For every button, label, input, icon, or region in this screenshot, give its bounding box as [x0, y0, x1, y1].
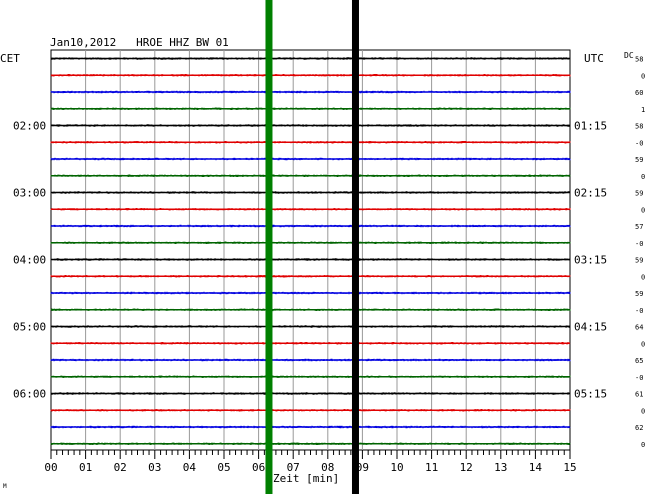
x-tick-label: 10	[390, 461, 403, 474]
dc-value-label: 0	[641, 173, 645, 181]
vertical-markers	[265, 0, 359, 494]
x-tick-label: 14	[529, 461, 543, 474]
x-tick-label: 00	[44, 461, 57, 474]
dc-header: DC	[624, 51, 634, 60]
x-tick-label: 09	[356, 461, 369, 474]
cet-hour-label: 03:00	[13, 187, 46, 200]
left-axis-label: CET	[0, 52, 20, 65]
dc-value-label: 1	[641, 106, 645, 114]
x-tick-label: 08	[321, 461, 334, 474]
x-tick-label: 13	[494, 461, 507, 474]
x-tick-label: 01	[79, 461, 92, 474]
time-marker-bar	[351, 0, 359, 494]
dc-value-label: 0	[641, 407, 645, 415]
dc-value-label: 0	[641, 273, 645, 281]
dc-value-label: 0	[641, 206, 645, 214]
dc-value-label: 57	[635, 223, 643, 231]
dc-value-label: -0	[635, 240, 643, 248]
x-tick-label: 12	[460, 461, 473, 474]
x-tick-label: 03	[148, 461, 161, 474]
dc-value-label: 0	[641, 441, 645, 449]
dc-value-label: 58	[635, 56, 643, 64]
dc-value-label: 59	[635, 190, 643, 198]
x-tick-label: 02	[114, 461, 127, 474]
x-tick-label: 07	[287, 461, 300, 474]
chart-labels: 00 01 02 03 04 05 06 07 08 09 10 11 12 13 14 1502:0003:…	[13, 56, 645, 475]
dc-value-label: 65	[635, 357, 643, 365]
x-tick-label: 15	[563, 461, 576, 474]
dc-value-label: 62	[635, 424, 643, 432]
cet-hour-label: 05:00	[13, 321, 46, 334]
dc-value-label: -0	[635, 374, 643, 382]
cet-hour-label: 04:00	[13, 254, 46, 267]
x-tick-label: 05	[217, 461, 230, 474]
cet-hour-label: 06:00	[13, 388, 46, 401]
time-marker-bar	[265, 0, 273, 494]
utc-hour-label: 01:15	[574, 120, 607, 133]
dc-value-label: 59	[635, 290, 643, 298]
right-axis-label: UTC	[584, 52, 604, 65]
dc-value-label: 59	[635, 156, 643, 164]
dc-value-label: 61	[635, 391, 643, 399]
dc-value-label: 64	[635, 324, 643, 332]
utc-hour-label: 05:15	[574, 388, 607, 401]
utc-hour-label: 03:15	[574, 254, 607, 267]
chart-title: Jan10,2012 HROE HHZ BW 01	[50, 36, 229, 49]
footer-mark: M	[3, 483, 7, 490]
dc-value-label: -0	[635, 307, 643, 315]
utc-hour-label: 02:15	[574, 187, 607, 200]
cet-hour-label: 02:00	[13, 120, 46, 133]
x-tick-label: 06	[252, 461, 265, 474]
dc-value-label: -0	[635, 139, 643, 147]
seismic-traces	[50, 57, 571, 445]
dc-value-label: 0	[641, 72, 645, 80]
x-tick-label: 04	[183, 461, 197, 474]
dc-value-label: 58	[635, 123, 643, 131]
dc-value-label: 0	[641, 340, 645, 348]
grid-lines	[50, 49, 571, 459]
utc-hour-label: 04:15	[574, 321, 607, 334]
dc-value-label: 59	[635, 257, 643, 265]
x-axis-label: Zeit [min]	[273, 472, 339, 485]
dc-value-label: 60	[635, 89, 643, 97]
x-tick-label: 11	[425, 461, 438, 474]
